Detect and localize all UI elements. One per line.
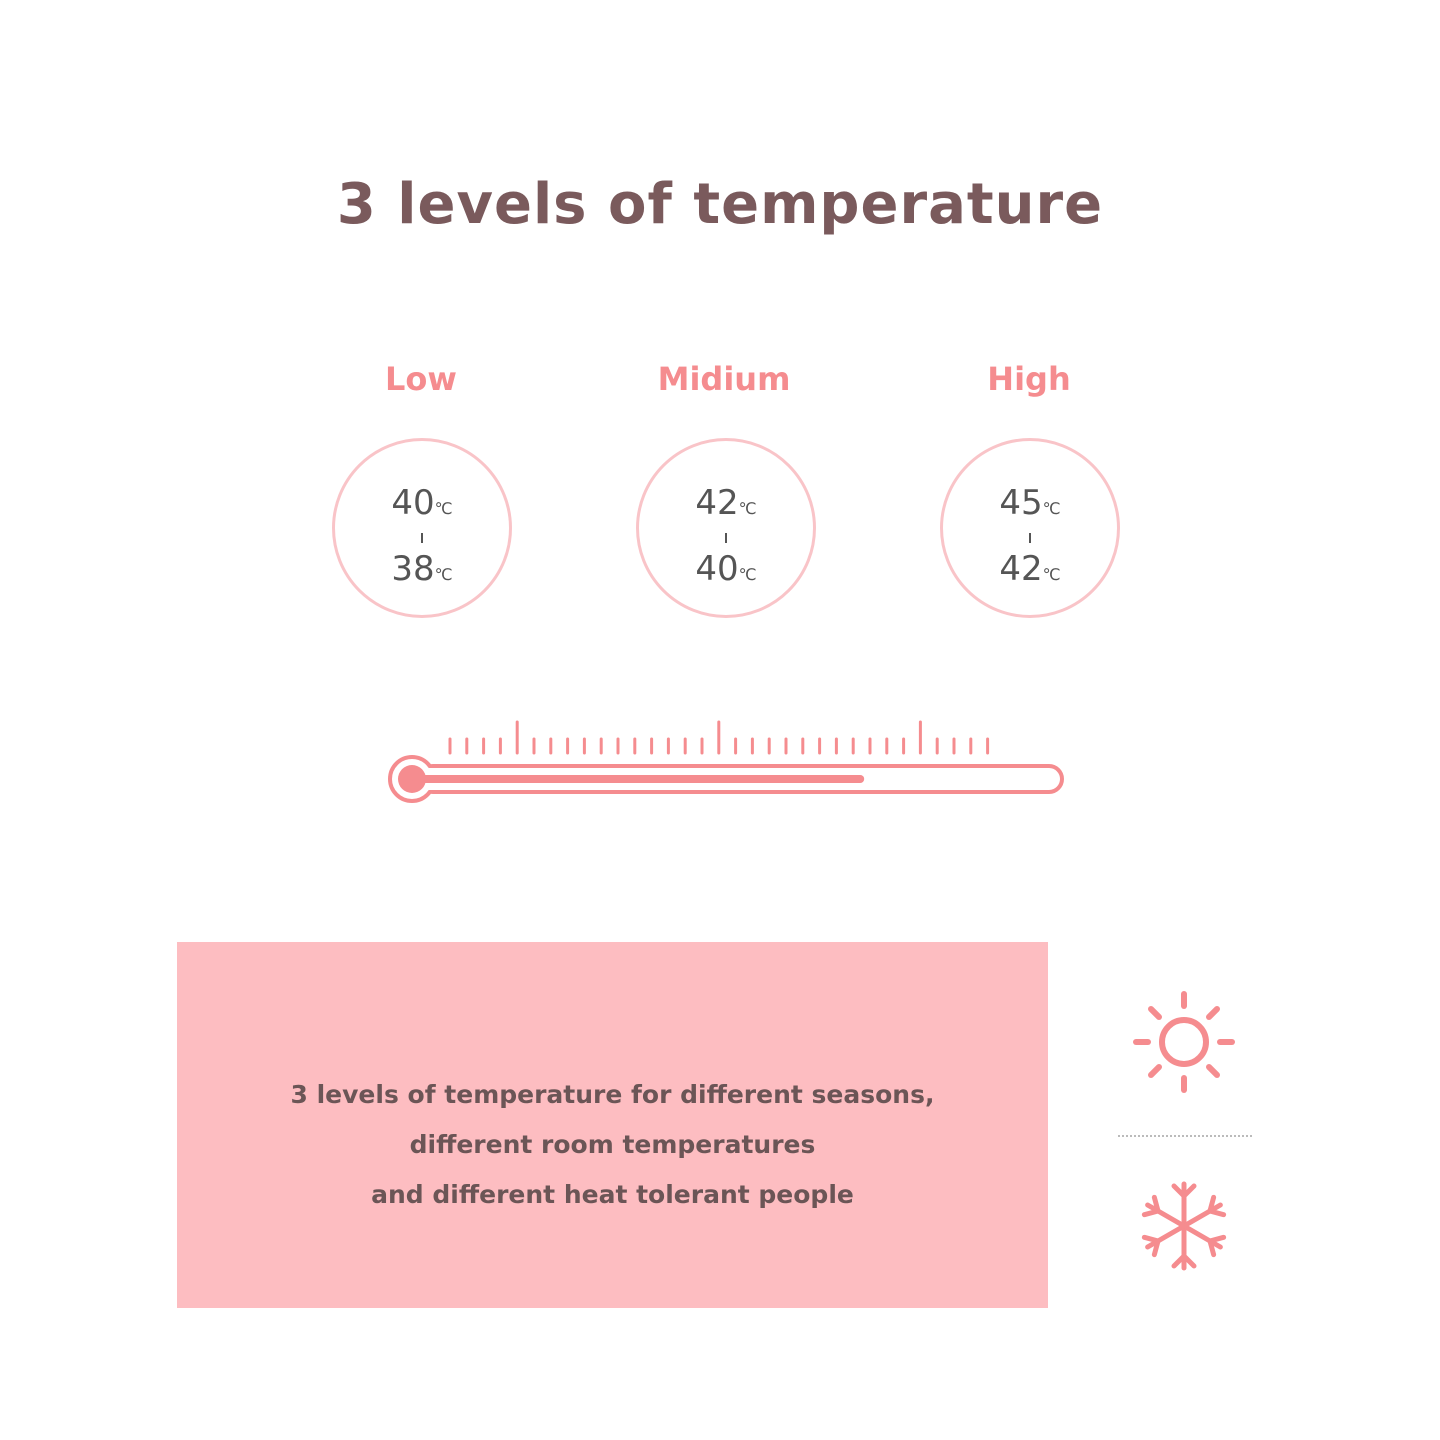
temp-max: 40℃ xyxy=(335,483,509,529)
temp-min: 42℃ xyxy=(943,549,1117,595)
thermometer-ticks xyxy=(448,720,990,755)
level-circle-high: 45℃ 42℃ xyxy=(940,438,1120,618)
description-panel: 3 levels of temperature for different se… xyxy=(177,942,1048,1308)
temp-max-value: 45 xyxy=(999,483,1043,523)
temp-min-value: 38 xyxy=(391,549,435,589)
sun-icon xyxy=(1133,991,1235,1093)
description-line: 3 levels of temperature for different se… xyxy=(290,1080,935,1109)
level-circle-medium: 42℃ 40℃ xyxy=(636,438,816,618)
level-circle-low: 40℃ 38℃ xyxy=(332,438,512,618)
temp-max: 42℃ xyxy=(639,483,813,529)
level-label-high: High xyxy=(987,360,1071,398)
page-title: 3 levels of temperature xyxy=(336,172,1104,237)
unit: ℃ xyxy=(738,565,757,584)
thermometer-icon xyxy=(388,720,1064,803)
divider xyxy=(1029,533,1031,543)
level-label-low: Low xyxy=(385,360,457,398)
description-line: different room temperatures xyxy=(409,1130,816,1159)
unit: ℃ xyxy=(1042,565,1061,584)
temp-max-value: 42 xyxy=(695,483,739,523)
temp-min-value: 42 xyxy=(999,549,1043,589)
description-line: and different heat tolerant people xyxy=(371,1180,854,1209)
unit: ℃ xyxy=(738,499,757,518)
divider xyxy=(421,533,423,543)
unit: ℃ xyxy=(434,499,453,518)
unit: ℃ xyxy=(434,565,453,584)
temp-min: 38℃ xyxy=(335,549,509,595)
snowflake-icon xyxy=(1134,1181,1234,1276)
divider-dotted xyxy=(1118,1135,1252,1137)
divider xyxy=(725,533,727,543)
unit: ℃ xyxy=(1042,499,1061,518)
temp-max: 45℃ xyxy=(943,483,1117,529)
temp-min-value: 40 xyxy=(695,549,739,589)
thermometer-fill xyxy=(412,775,865,783)
temp-max-value: 40 xyxy=(391,483,435,523)
level-label-medium: Midium xyxy=(657,360,791,398)
temp-min: 40℃ xyxy=(639,549,813,595)
